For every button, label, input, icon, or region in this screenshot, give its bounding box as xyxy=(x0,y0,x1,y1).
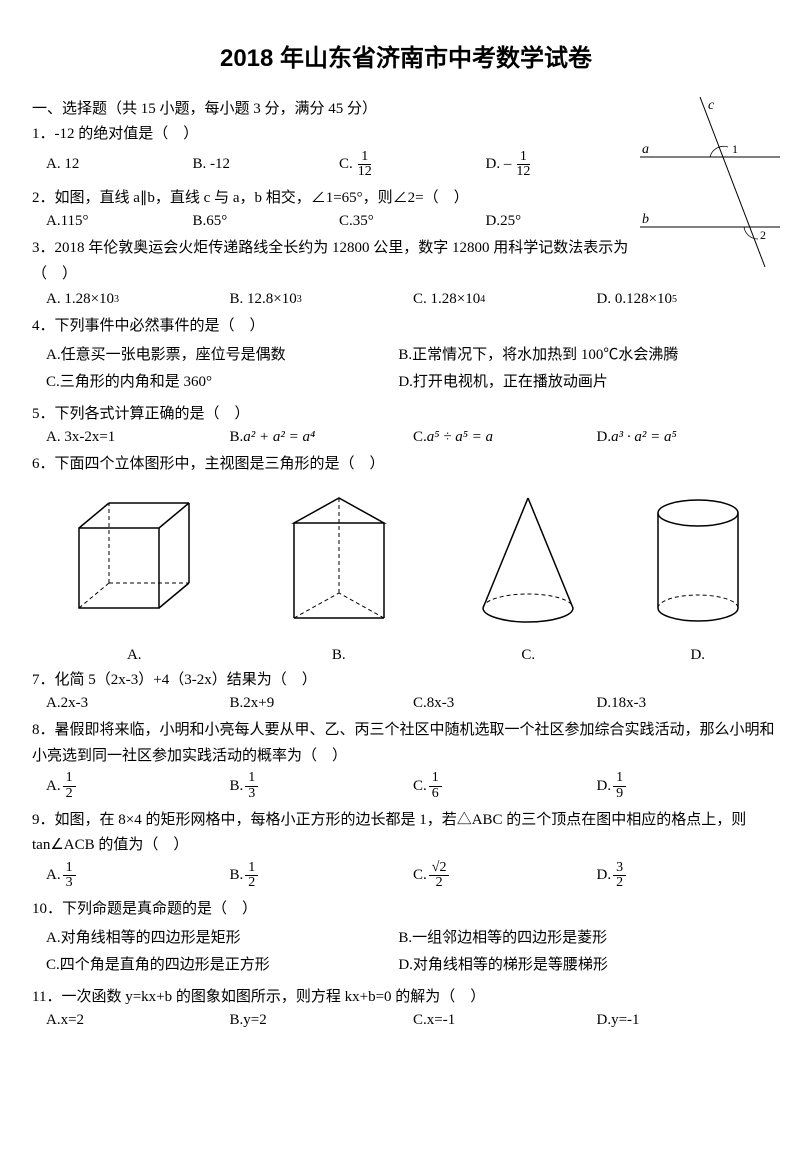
q1-opt-a: A. 12 xyxy=(46,156,193,173)
q9-opt-a: A.13 xyxy=(46,861,230,891)
q8-stem: 8．暑假即将来临，小明和小亮每人要从甲、乙、丙三个社区中随机选取一个社区参加综合… xyxy=(32,718,780,769)
q6-opt-c: C. xyxy=(468,647,588,664)
q3-opt-c: C. 1.28×104 xyxy=(413,291,597,308)
q5-opt-b: B. a² + a² = a⁴ xyxy=(230,429,414,446)
shape-cylinder xyxy=(643,488,753,638)
q6-opt-a: A. xyxy=(59,647,209,664)
shape-cone xyxy=(468,488,588,638)
svg-text:a: a xyxy=(642,142,649,157)
q1-opt-d: D. – 112 xyxy=(486,150,633,180)
q5-stem: 5．下列各式计算正确的是（ ） xyxy=(32,402,780,428)
q7-opt-c: C.8x-3 xyxy=(413,695,597,712)
q5-opt-a: A. 3x-2x=1 xyxy=(46,429,230,446)
svg-text:c: c xyxy=(708,98,715,113)
q6-opt-d: D. xyxy=(643,647,753,664)
q1-opt-b: B. -12 xyxy=(193,156,340,173)
q2-opt-d: D.25° xyxy=(486,213,633,230)
q9-opt-c: C.√22 xyxy=(413,861,597,891)
q11-stem: 11．一次函数 y=kx+b 的图象如图所示，则方程 kx+b=0 的解为（ ） xyxy=(32,985,780,1011)
q9-stem: 9．如图，在 8×4 的矩形网格中，每格小正方形的边长都是 1，若△ABC 的三… xyxy=(32,808,780,859)
page-title: 2018 年山东省济南市中考数学试卷 xyxy=(32,38,780,73)
q9-opt-d: D.32 xyxy=(597,861,781,891)
svg-text:1: 1 xyxy=(732,142,738,156)
q8-opt-d: D.19 xyxy=(597,771,781,801)
q11-opt-d: D.y=-1 xyxy=(597,1012,781,1029)
q10-opt-a: A.对角线相等的四边形是矩形 xyxy=(46,925,398,952)
q7-opt-d: D.18x-3 xyxy=(597,695,781,712)
svg-text:2: 2 xyxy=(760,228,766,242)
shape-prism xyxy=(264,488,414,638)
q3-opt-d: D. 0.128×105 xyxy=(597,291,781,308)
shape-cube xyxy=(59,488,209,638)
q8-opt-a: A.12 xyxy=(46,771,230,801)
q5-opt-c: C. a⁵ ÷ a⁵ = a xyxy=(413,429,597,446)
q2-opt-b: B.65° xyxy=(193,213,340,230)
q4-opt-b: B.正常情况下，将水加热到 100℃水会沸腾 xyxy=(398,342,750,369)
q4-stem: 4．下列事件中必然事件的是（ ） xyxy=(32,314,780,340)
q4-opt-c: C.三角形的内角和是 360° xyxy=(46,369,398,396)
q4-opt-d: D.打开电视机，正在播放动画片 xyxy=(398,369,750,396)
q10-stem: 10．下列命题是真命题的是（ ） xyxy=(32,897,780,923)
q8-opt-c: C.16 xyxy=(413,771,597,801)
q11-opt-c: C.x=-1 xyxy=(413,1012,597,1029)
q6-stem: 6．下面四个立体图形中，主视图是三角形的是（ ） xyxy=(32,452,780,478)
q2-opt-c: C.35° xyxy=(339,213,486,230)
q3-opt-a: A. 1.28×103 xyxy=(46,291,230,308)
q5-opt-d: D. a³ · a² = a⁵ xyxy=(597,429,781,446)
q10-opt-b: B.一组邻边相等的四边形是菱形 xyxy=(398,925,750,952)
figure-lines-transversal: c a b 1 2 xyxy=(640,97,780,267)
q10-opt-c: C.四个角是直角的四边形是正方形 xyxy=(46,952,398,979)
q11-opt-a: A.x=2 xyxy=(46,1012,230,1029)
q2-opt-a: A.115° xyxy=(46,213,193,230)
q7-opt-a: A.2x-3 xyxy=(46,695,230,712)
q11-opt-b: B.y=2 xyxy=(230,1012,414,1029)
q10-opt-d: D.对角线相等的梯形是等腰梯形 xyxy=(398,952,750,979)
q6-opt-b: B. xyxy=(264,647,414,664)
q8-opt-b: B.13 xyxy=(230,771,414,801)
q1-opt-c: C. 112 xyxy=(339,150,486,180)
q3-opt-b: B. 12.8×103 xyxy=(230,291,414,308)
q7-stem: 7．化简 5（2x-3）+4（3-2x）结果为（ ） xyxy=(32,668,780,694)
q9-opt-b: B.12 xyxy=(230,861,414,891)
svg-text:b: b xyxy=(642,212,649,227)
q4-opt-a: A.任意买一张电影票，座位号是偶数 xyxy=(46,342,398,369)
q7-opt-b: B.2x+9 xyxy=(230,695,414,712)
